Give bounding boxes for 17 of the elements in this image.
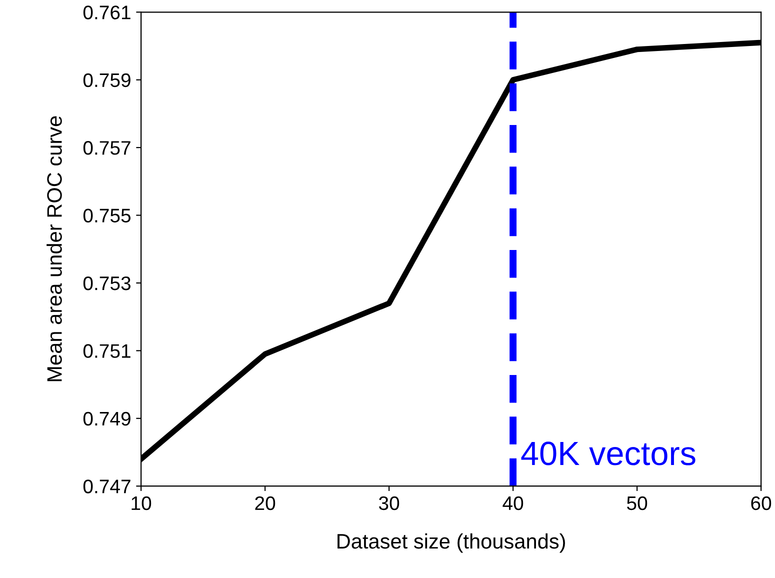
y-tick-label: 0.759: [83, 73, 130, 88]
ref-line-label: 40K vectors: [521, 442, 696, 466]
y-axis-title: Mean area under ROC curve: [46, 116, 62, 382]
x-tick-label: 30: [378, 496, 400, 510]
y-tick-label: 0.761: [83, 6, 130, 20]
x-tick-label: 20: [255, 496, 276, 510]
y-tick-label: 0.753: [83, 276, 130, 290]
y-tick-label: 0.755: [83, 208, 131, 222]
y-tick-label: 0.749: [83, 412, 130, 426]
y-tick-label: 0.757: [83, 141, 130, 155]
x-axis-title: Dataset size (thousands): [338, 533, 565, 553]
y-tick-label: 0.747: [83, 480, 130, 494]
x-tick-label: 10: [132, 496, 152, 510]
x-tick-label: 40: [502, 496, 524, 510]
x-tick-label: 50: [627, 496, 648, 510]
y-tick-label: 0.751: [83, 344, 130, 358]
x-tick-label: 60: [751, 496, 772, 510]
